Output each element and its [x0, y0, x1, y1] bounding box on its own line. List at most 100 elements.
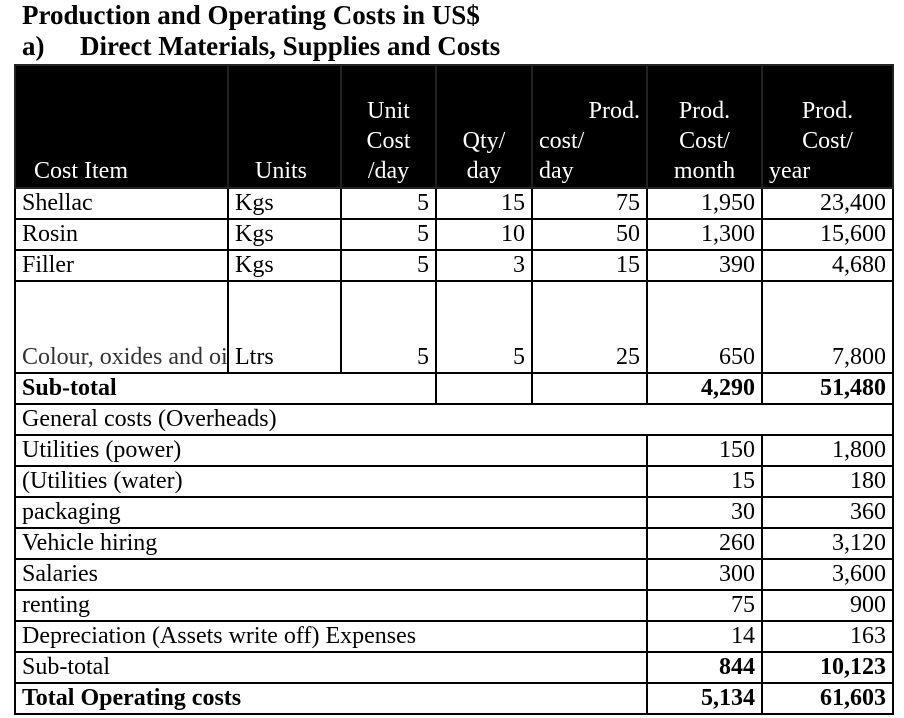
- table-header-row: Cost Item Units Unit Cost /day Qty/ day …: [14, 64, 894, 189]
- table-row: (Utilities (water) 15 180: [14, 465, 894, 498]
- subtotal-label: Sub-total: [14, 651, 648, 684]
- header-unit-cost: Unit Cost /day: [340, 64, 437, 189]
- table-row: Colour, oxides and oil soluble organic d…: [14, 280, 894, 374]
- header-units: Units: [227, 64, 342, 189]
- total-label: Total Operating costs: [14, 682, 648, 715]
- header-prod-month: Prod. Cost/ month: [646, 64, 763, 189]
- subtotal-month: 844: [646, 651, 763, 684]
- cell-units: Kgs: [227, 218, 342, 251]
- header-unit-cost-line: Cost: [366, 128, 411, 154]
- cell-unit-cost: 5: [340, 187, 437, 220]
- cell-item: packaging: [14, 496, 648, 529]
- header-cost-item: Cost Item: [14, 64, 229, 189]
- table-row: Salaries 300 3,600: [14, 558, 894, 591]
- cell-qty: 15: [435, 187, 533, 220]
- cell-unit-cost: 5: [340, 218, 437, 251]
- cell-qty: 5: [435, 280, 533, 374]
- cell-prod-month: 150: [646, 434, 763, 467]
- section-title: Direct Materials, Supplies and Costs: [80, 31, 501, 61]
- cell-item: renting: [14, 589, 648, 622]
- cell-prod-year: 163: [761, 620, 894, 653]
- subtotal-year: 51,480: [761, 372, 894, 405]
- header-qty-line: day: [466, 158, 502, 184]
- cell-prod-year: 360: [761, 496, 894, 529]
- cell-prod-day: 50: [531, 218, 648, 251]
- cell-prod-month: 650: [646, 280, 763, 374]
- page-title: Production and Operating Costs in US$: [22, 0, 480, 30]
- cell-prod-year: 3,120: [761, 527, 894, 560]
- table-row: renting 75 900: [14, 589, 894, 622]
- header-prod-month-line: Cost/: [679, 128, 730, 154]
- cell-item: Vehicle hiring: [14, 527, 648, 560]
- cell-prod-year: 1,800: [761, 434, 894, 467]
- cell-item: Utilities (power): [14, 434, 648, 467]
- subtotal-row: Sub-total 844 10,123: [14, 651, 894, 684]
- header-prod-year-line: Cost/: [802, 128, 853, 154]
- header-unit-cost-line: Unit: [367, 98, 410, 124]
- cell-prod-month: 390: [646, 249, 763, 282]
- total-year: 61,603: [761, 682, 894, 715]
- header-prod-month-line: month: [673, 158, 736, 184]
- header-prod-year-line: Prod.: [801, 98, 854, 124]
- subtotal-row: Sub-total 4,290 51,480: [14, 372, 894, 405]
- cell-qty: 10: [435, 218, 533, 251]
- cell-item: Rosin: [14, 218, 229, 251]
- header-prod-day: Prod. cost/ day: [531, 64, 648, 189]
- cell-prod-day: 15: [531, 249, 648, 282]
- cell-prod-month: 300: [646, 558, 763, 591]
- table-row: Rosin Kgs 5 10 50 1,300 15,600: [14, 218, 894, 251]
- empty-cell: [435, 372, 533, 405]
- cell-item: Shellac: [14, 187, 229, 220]
- table-row: Vehicle hiring 260 3,120: [14, 527, 894, 560]
- cell-prod-day: 25: [531, 280, 648, 374]
- cell-prod-month: 1,300: [646, 218, 763, 251]
- cell-item: Filler: [14, 249, 229, 282]
- cell-units: Ltrs: [227, 280, 342, 374]
- header-prod-year: Prod. Cost/ year: [761, 64, 894, 189]
- cell-prod-year: 7,800: [761, 280, 894, 374]
- cell-prod-month: 14: [646, 620, 763, 653]
- subtotal-label: Sub-total: [14, 372, 437, 405]
- header-prod-day-line: Prod.: [588, 98, 640, 124]
- cell-prod-month: 15: [646, 465, 763, 498]
- table-row: Depreciation (Assets write off) Expenses…: [14, 620, 894, 653]
- subtotal-month: 4,290: [646, 372, 763, 405]
- cell-prod-month: 75: [646, 589, 763, 622]
- cell-prod-month: 260: [646, 527, 763, 560]
- cell-units: Kgs: [227, 249, 342, 282]
- header-prod-month-line: Prod.: [678, 98, 731, 124]
- cell-prod-year: 23,400: [761, 187, 894, 220]
- cell-unit-cost: 5: [340, 280, 437, 374]
- empty-cell: [531, 372, 648, 405]
- cell-prod-year: 900: [761, 589, 894, 622]
- cell-prod-year: 3,600: [761, 558, 894, 591]
- header-unit-cost-line: /day: [367, 158, 410, 184]
- section-heading: a) Direct Materials, Supplies and Costs: [22, 31, 500, 61]
- header-prod-year-line: year: [769, 158, 811, 184]
- overheads-label: General costs (Overheads): [14, 403, 894, 436]
- cell-item: (Utilities (water): [14, 465, 648, 498]
- cell-prod-month: 30: [646, 496, 763, 529]
- total-month: 5,134: [646, 682, 763, 715]
- cell-item: Depreciation (Assets write off) Expenses: [14, 620, 648, 653]
- table-row: Filler Kgs 5 3 15 390 4,680: [14, 249, 894, 282]
- total-row: Total Operating costs 5,134 61,603: [14, 682, 894, 715]
- cell-prod-year: 180: [761, 465, 894, 498]
- cell-units: Kgs: [227, 187, 342, 220]
- table-row: packaging 30 360: [14, 496, 894, 529]
- table-row: Shellac Kgs 5 15 75 1,950 23,400: [14, 187, 894, 220]
- subtotal-year: 10,123: [761, 651, 894, 684]
- header-qty: Qty/ day: [435, 64, 533, 189]
- section-letter: a): [22, 31, 45, 61]
- cell-prod-year: 4,680: [761, 249, 894, 282]
- cell-prod-month: 1,950: [646, 187, 763, 220]
- cell-item: Salaries: [14, 558, 648, 591]
- cell-prod-year: 15,600: [761, 218, 894, 251]
- cell-qty: 3: [435, 249, 533, 282]
- cell-unit-cost: 5: [340, 249, 437, 282]
- costs-table: Cost Item Units Unit Cost /day Qty/ day …: [14, 64, 894, 715]
- header-prod-day-line: cost/: [539, 128, 585, 154]
- table-row: Utilities (power) 150 1,800: [14, 434, 894, 467]
- cell-item: Colour, oxides and oil soluble organic d…: [14, 280, 229, 374]
- header-prod-day-line: day: [539, 158, 574, 184]
